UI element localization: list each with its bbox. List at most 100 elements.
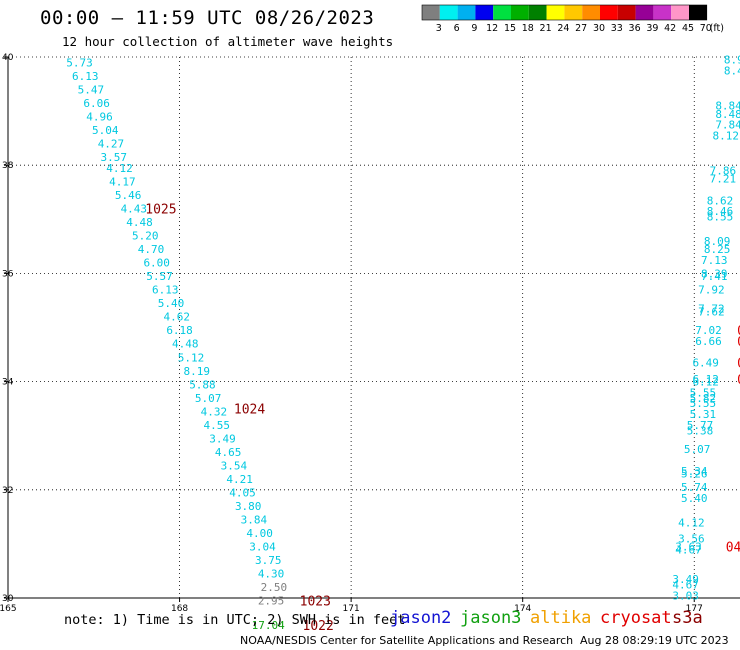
x-tick-label: 168 bbox=[171, 604, 188, 614]
colorbar-label: 33 bbox=[611, 23, 623, 34]
swh-value-label: 8.25 bbox=[704, 243, 731, 256]
swh-value-label: 4.17 bbox=[109, 175, 136, 188]
swh-value-label: 5.40 bbox=[681, 492, 708, 505]
colorbar-label: 27 bbox=[575, 23, 587, 34]
swh-value-label: 17.04 bbox=[252, 619, 285, 632]
swh-value-label: 4.67 bbox=[675, 543, 702, 556]
colorbar-label: 6 bbox=[454, 23, 460, 34]
colorbar-swatch bbox=[493, 5, 511, 20]
colorbar-swatch bbox=[564, 5, 583, 20]
swh-value-label: 4.30 bbox=[258, 568, 285, 581]
colorbar-swatch bbox=[689, 5, 707, 20]
swh-value-label: 4.27 bbox=[98, 138, 125, 151]
swh-value-label: 7.72 bbox=[698, 303, 725, 316]
swh-value-label: 3.49 bbox=[672, 573, 699, 586]
swh-value-label: 8.09 bbox=[704, 235, 731, 248]
legend-altika: altika bbox=[530, 608, 592, 628]
page-title: 00:00 – 11:59 UTC 08/26/2023 bbox=[40, 7, 375, 29]
colorbar-label: 3 bbox=[436, 23, 442, 34]
swh-value-label: 5.20 bbox=[132, 230, 159, 243]
swh-value-label: 5.57 bbox=[146, 270, 173, 283]
swh-value-label: 5.77 bbox=[687, 419, 714, 432]
swh-value-label: 5.73 bbox=[66, 56, 93, 69]
swh-value-label: 3.80 bbox=[235, 500, 262, 513]
colorbar-label: 9 bbox=[471, 23, 477, 34]
colorbar-label: 36 bbox=[629, 23, 641, 34]
swh-value-label: 8.55 bbox=[707, 211, 734, 224]
swh-value-label: 6.49 bbox=[692, 357, 719, 370]
swh-value-label: 4.43 bbox=[121, 202, 148, 215]
swh-value-label: 3.03 bbox=[672, 589, 699, 602]
swh-value-label: 6.12 bbox=[692, 376, 719, 389]
swh-value-label: 3.04 bbox=[249, 541, 276, 554]
swh-value-label: 8.41 bbox=[724, 65, 740, 78]
legend-jason3: jason3 bbox=[460, 608, 522, 628]
swh-value-label: 3.57 bbox=[101, 151, 128, 164]
time-label: 0358 bbox=[737, 324, 740, 339]
swh-value-label: 4.55 bbox=[203, 419, 230, 432]
swh-value-label: 5.26 bbox=[681, 468, 708, 481]
swh-value-label: 5.46 bbox=[115, 189, 142, 202]
swh-value-label: 7.84 bbox=[715, 119, 740, 132]
footer-note: note: 1) Time is in UTC; 2) SWH is in fe… bbox=[64, 612, 406, 628]
colorbar-label: 39 bbox=[646, 23, 658, 34]
colorbar-swatch bbox=[475, 5, 494, 20]
swh-value-label: 3.54 bbox=[221, 459, 248, 472]
swh-value-label: 5.55 bbox=[690, 386, 717, 399]
footer-generated: Aug 28 08:29:19 UTC 2023 bbox=[580, 634, 729, 647]
swh-value-label: 4.05 bbox=[229, 487, 256, 500]
colorbar-label: 42 bbox=[664, 23, 676, 34]
colorbar-swatch bbox=[600, 5, 618, 20]
time-label: 0359 bbox=[737, 373, 740, 388]
swh-value-label: 7.92 bbox=[698, 284, 725, 297]
time-label: 1023 bbox=[300, 595, 331, 610]
time-label: 1025 bbox=[145, 202, 176, 217]
swh-value-label: 8.46 bbox=[707, 205, 734, 218]
y-tick-label: 30 bbox=[2, 594, 14, 604]
colorbar-frame bbox=[421, 4, 708, 21]
colorbar-swatch bbox=[635, 5, 654, 20]
swh-value-label: 7.02 bbox=[695, 324, 722, 337]
swh-value-label: 7.21 bbox=[710, 173, 737, 186]
swh-value-label: 5.40 bbox=[158, 297, 185, 310]
swh-value-label: 5.88 bbox=[189, 378, 216, 391]
x-tick-label: 171 bbox=[343, 604, 360, 614]
swh-value-label: 6.13 bbox=[152, 284, 179, 297]
colorbar-swatch bbox=[671, 5, 689, 20]
swh-value-label: 7.86 bbox=[710, 165, 737, 178]
colorbar-swatch bbox=[528, 5, 547, 20]
swh-value-label: 7.13 bbox=[701, 254, 728, 267]
swh-value-label: 5.31 bbox=[690, 408, 717, 421]
swh-value-label: 6.18 bbox=[166, 324, 193, 337]
colorbar-label: 45 bbox=[682, 23, 694, 34]
swh-value-label: 4.62 bbox=[163, 311, 190, 324]
swh-value-label: 6.12 bbox=[692, 373, 719, 386]
colorbar-label: 70 bbox=[700, 23, 712, 34]
colorbar-swatch bbox=[439, 5, 458, 20]
swh-value-label: 8.93 bbox=[724, 54, 740, 67]
swh-value-label: 4.12 bbox=[678, 516, 705, 529]
swh-value-label: 3.84 bbox=[241, 514, 268, 527]
colorbar-swatch bbox=[582, 5, 600, 20]
colorbar-swatch bbox=[422, 5, 440, 20]
colorbar-swatch bbox=[546, 5, 565, 20]
swh-value-label: 5.07 bbox=[684, 443, 711, 456]
footer-credit: NOAA/NESDIS Center for Satellite Applica… bbox=[240, 634, 574, 647]
swh-value-label: 5.07 bbox=[195, 392, 222, 405]
time-label: 0400 bbox=[726, 541, 740, 556]
swh-value-label: 3.49 bbox=[209, 432, 236, 445]
legend-s3a: s3a bbox=[672, 608, 703, 628]
colorbar-label: 18 bbox=[522, 23, 534, 34]
swh-value-label: 4.21 bbox=[226, 473, 253, 486]
colorbar-unit: (ft) bbox=[710, 23, 724, 34]
swh-value-label: 5.55 bbox=[690, 397, 717, 410]
swh-value-label: 8.19 bbox=[183, 365, 210, 378]
swh-value-label: 4.48 bbox=[126, 216, 153, 229]
swh-value-label: 8.12 bbox=[712, 129, 739, 142]
time-label: 1024 bbox=[234, 403, 265, 418]
swh-value-label: 4.67 bbox=[672, 578, 699, 591]
colorbar-swatch bbox=[457, 5, 476, 20]
swh-value-label: 4.65 bbox=[215, 446, 242, 459]
time-label: 1022 bbox=[303, 619, 334, 634]
